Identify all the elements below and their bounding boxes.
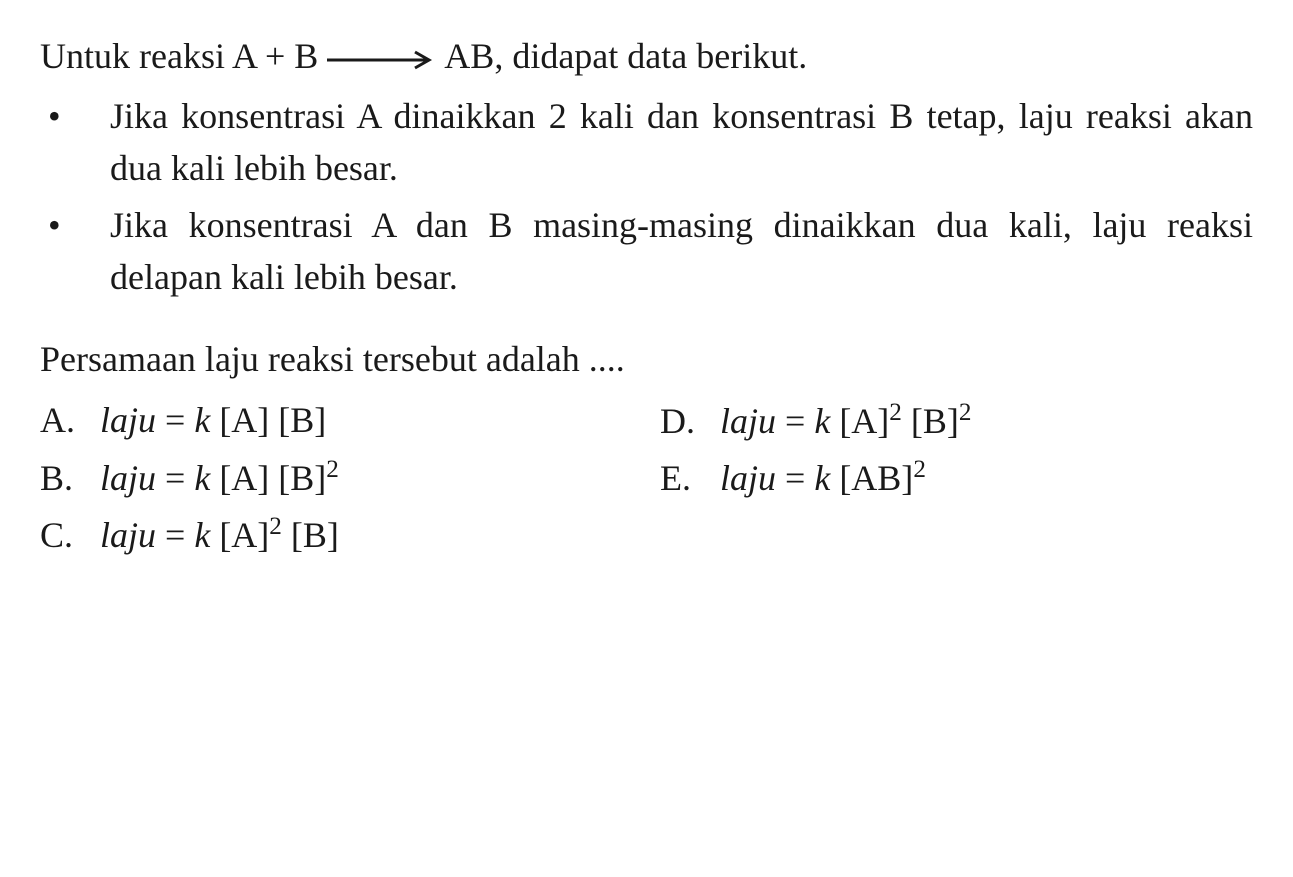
bullet-text-2: Jika konsentrasi A dan B masing-masing d… xyxy=(110,199,1253,303)
option-label-e: E. xyxy=(660,451,720,507)
bracket-b: [B] xyxy=(282,515,339,555)
k-text: k xyxy=(814,401,830,441)
option-expr-e: laju = k [AB]2 xyxy=(720,450,926,507)
superscript: 2 xyxy=(326,456,339,483)
equals-text: = xyxy=(776,458,814,498)
equals-text: = xyxy=(156,458,194,498)
option-b: B. laju = k [A] [B]2 xyxy=(40,450,660,507)
option-label-d: D. xyxy=(660,394,720,450)
option-label-a: A. xyxy=(40,393,100,449)
option-c: C. laju = k [A]2 [B] xyxy=(40,507,660,564)
k-text: k xyxy=(194,458,210,498)
option-a: A. laju = k [A] [B] xyxy=(40,393,660,450)
laju-text: laju xyxy=(100,400,156,440)
option-label-b: B. xyxy=(40,451,100,507)
option-row: A. laju = k [A] [B] D. laju = k [A]2 [B]… xyxy=(40,393,1253,450)
option-e: E. laju = k [AB]2 xyxy=(660,450,1253,507)
bracket-ab: [AB] xyxy=(830,458,913,498)
list-item: • Jika konsentrasi A dan B masing-masing… xyxy=(40,199,1253,303)
laju-text: laju xyxy=(100,515,156,555)
superscript: 2 xyxy=(959,399,972,426)
laju-text: laju xyxy=(720,458,776,498)
option-row: B. laju = k [A] [B]2 E. laju = k [AB]2 xyxy=(40,450,1253,507)
k-text: k xyxy=(194,515,210,555)
bullet-text-1: Jika konsentrasi A dinaikkan 2 kali dan … xyxy=(110,90,1253,194)
option-d: D. laju = k [A]2 [B]2 xyxy=(660,393,1253,450)
list-item: • Jika konsentrasi A dinaikkan 2 kali da… xyxy=(40,90,1253,194)
intro-text-2: AB, didapat data berikut. xyxy=(437,36,807,76)
bullet-icon: • xyxy=(40,199,110,251)
options-container: A. laju = k [A] [B] D. laju = k [A]2 [B]… xyxy=(40,393,1253,563)
superscript: 2 xyxy=(913,456,926,483)
k-text: k xyxy=(814,458,830,498)
option-expr-b: laju = k [A] [B]2 xyxy=(100,450,339,507)
bracket-b: [B] xyxy=(269,400,326,440)
question-intro: Untuk reaksi A + B AB, didapat data beri… xyxy=(40,30,1253,82)
bracket-b: [B] xyxy=(902,401,959,441)
bracket-a: [A] xyxy=(210,458,269,498)
equals-text: = xyxy=(776,401,814,441)
equals-text: = xyxy=(156,400,194,440)
option-expr-d: laju = k [A]2 [B]2 xyxy=(720,393,971,450)
bullet-icon: • xyxy=(40,90,110,142)
arrow-icon xyxy=(327,50,437,70)
bullet-list: • Jika konsentrasi A dinaikkan 2 kali da… xyxy=(40,90,1253,303)
bracket-a: [A] xyxy=(210,400,269,440)
option-expr-a: laju = k [A] [B] xyxy=(100,393,326,449)
equals-text: = xyxy=(156,515,194,555)
k-text: k xyxy=(194,400,210,440)
option-expr-c: laju = k [A]2 [B] xyxy=(100,507,339,564)
question-prompt: Persamaan laju reaksi tersebut adalah ..… xyxy=(40,333,1253,385)
laju-text: laju xyxy=(720,401,776,441)
option-row: C. laju = k [A]2 [B] xyxy=(40,507,1253,564)
bracket-a: [A] xyxy=(210,515,269,555)
intro-text-1: Untuk reaksi A + B xyxy=(40,36,327,76)
option-label-c: C. xyxy=(40,508,100,564)
bracket-a: [A] xyxy=(830,401,889,441)
laju-text: laju xyxy=(100,458,156,498)
superscript: 2 xyxy=(269,513,282,540)
bracket-b: [B] xyxy=(269,458,326,498)
superscript: 2 xyxy=(889,399,902,426)
